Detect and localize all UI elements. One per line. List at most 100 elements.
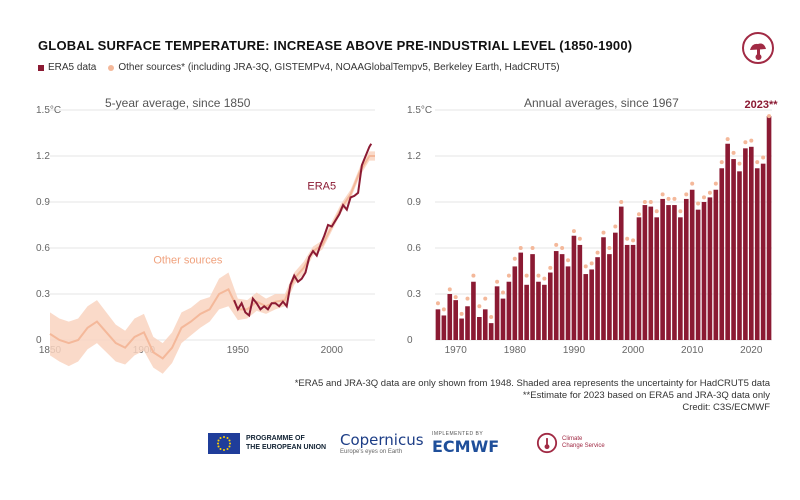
era5-bar: [500, 298, 506, 340]
uncertainty-band: [50, 151, 375, 374]
other-sources-point: [577, 236, 582, 241]
right-x-tick-label: 2020: [740, 345, 763, 356]
ecmwf-implemented-by: IMPLEMENTED BY: [432, 430, 484, 437]
other-sources-point: [548, 265, 553, 270]
era5-bar: [482, 309, 488, 340]
ecmwf-logo: IMPLEMENTED BY ECMWF: [432, 425, 499, 461]
chart-title: GLOBAL SURFACE TEMPERATURE: INCREASE ABO…: [38, 38, 633, 53]
era5-bar: [683, 198, 689, 340]
era5-bar: [618, 206, 624, 340]
other-sources-point: [441, 307, 446, 312]
era5-bar: [577, 244, 583, 340]
era5-bar: [636, 217, 642, 340]
eu-programme-logo: PROGRAMME OF THE EUROPEAN UNION: [208, 425, 326, 461]
era5-bar: [660, 198, 665, 340]
era5-bar: [642, 205, 648, 340]
era5-bar: [666, 205, 671, 340]
other-sources-point: [660, 192, 665, 197]
era5-bar: [583, 274, 589, 340]
era5-bar: [725, 143, 730, 340]
left-x-tick-label: 1900: [133, 345, 156, 356]
other-sources-point: [566, 258, 571, 263]
copernicus-wordmark: Copernicus: [340, 431, 424, 449]
other-sources-point: [690, 181, 695, 186]
other-sources-legend-swatch: [108, 64, 115, 71]
era5-bar: [624, 244, 630, 340]
right-x-tick-label: 2010: [681, 345, 704, 356]
era5-bar: [754, 168, 760, 340]
era5-bar: [654, 217, 660, 340]
other-sources-point: [613, 224, 618, 229]
era5-bar: [512, 266, 518, 340]
other-sources-point: [654, 209, 659, 214]
left-y-tick-label: 0: [36, 335, 42, 346]
right-y-tick-label: 0.9: [407, 197, 421, 208]
era5-bar: [459, 318, 464, 340]
era5-bar: [731, 159, 736, 340]
other-sources-point: [636, 212, 641, 217]
other-sources-point: [595, 250, 600, 255]
eu-text-line2: THE EUROPEAN UNION: [246, 444, 327, 451]
era5-bar: [749, 146, 754, 340]
other-sources-legend-label: Other sources* (including JRA-3Q, GISTEM…: [118, 62, 560, 73]
left-chart-title: 5-year average, since 1850: [105, 96, 251, 110]
other-sources-point: [506, 273, 511, 278]
other-sources-point: [453, 295, 458, 300]
era5-bar: [607, 254, 612, 340]
era5-bar: [441, 315, 447, 340]
other-sources-point: [512, 256, 517, 261]
other-sources-point: [495, 279, 500, 284]
era5-bar: [589, 269, 594, 340]
c3s-logo-icon: [742, 32, 774, 64]
left-x-tick-label: 2000: [321, 345, 344, 356]
left-y-tick-label: 0.6: [36, 243, 50, 254]
era5-bar: [494, 286, 500, 340]
other-sources-point: [589, 261, 594, 266]
eu-flag-icon: [208, 432, 240, 454]
era5-bar: [553, 251, 559, 340]
era5-bar: [601, 237, 606, 340]
other-sources-point: [435, 301, 440, 306]
other-sources-point: [761, 155, 766, 160]
other-sources-point: [684, 192, 689, 197]
era5-bar: [518, 252, 524, 340]
era5-bar: [630, 244, 636, 340]
c3s-text-line2: Change Service: [562, 443, 605, 449]
other-sources-point: [713, 181, 718, 186]
era5-bar: [719, 168, 725, 340]
right-y-tick-label: 1.5°C: [407, 105, 432, 116]
era5-bar: [571, 235, 577, 340]
other-sources-point: [607, 246, 612, 250]
right-y-tick-label: 1.2: [407, 151, 421, 162]
other-sources-point: [648, 200, 653, 204]
other-sources-annotation: Other sources: [153, 254, 223, 266]
other-sources-point: [447, 287, 452, 292]
era5-bar: [547, 272, 553, 340]
era5-bar: [542, 284, 547, 340]
other-sources-point: [737, 161, 742, 166]
left-x-tick-label: 1850: [39, 345, 62, 356]
era5-bar: [465, 306, 470, 340]
era5-annotation: ERA5: [307, 181, 336, 193]
footnotes: *ERA5 and JRA-3Q data are only shown fro…: [295, 378, 770, 414]
c3s-text-line1: Climate: [562, 436, 583, 442]
right-x-tick-label: 2000: [622, 345, 645, 356]
other-sources-point: [483, 296, 488, 301]
other-sources-point: [666, 196, 671, 201]
other-sources-point: [743, 140, 748, 145]
copernicus-logo: Copernicus Europe's eyes on Earth: [340, 425, 424, 461]
era5-bar: [530, 254, 535, 340]
other-sources-point: [725, 137, 730, 142]
right-x-tick-label: 1980: [504, 345, 527, 356]
c3s-footer-logo: Climate Change Service: [536, 425, 605, 461]
other-sources-point: [631, 238, 636, 243]
era5-legend-swatch: [38, 64, 44, 71]
left-y-tick-label: 1.5°C: [36, 105, 61, 116]
copernicus-tagline: Europe's eyes on Earth: [340, 449, 403, 455]
era5-bar: [447, 294, 453, 340]
other-sources-point: [500, 290, 505, 295]
footnote-1: *ERA5 and JRA-3Q data are only shown fro…: [294, 378, 770, 389]
other-sources-point: [560, 246, 565, 250]
right-y-tick-label: 0.3: [407, 289, 421, 300]
era5-bar: [506, 281, 512, 340]
